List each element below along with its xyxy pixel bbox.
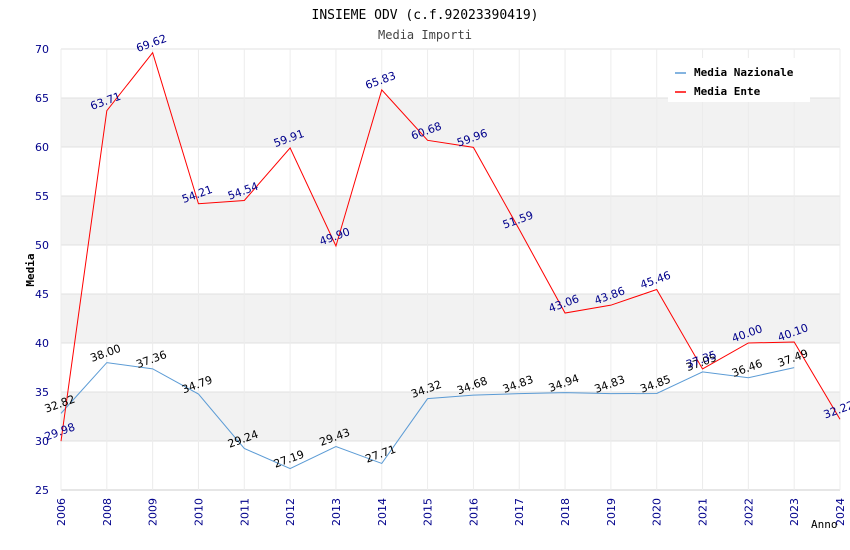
- series-line-media-ente: [60, 51, 841, 442]
- x-tick-label: 2023: [788, 498, 801, 526]
- y-tick-label: 50: [35, 239, 49, 252]
- legend: Media Nazionale Media Ente: [668, 58, 810, 102]
- x-tick-label: 2008: [101, 498, 114, 526]
- plot-band: [61, 343, 840, 392]
- x-tick-label: 2011: [238, 498, 251, 526]
- chart-title: INSIEME ODV (c.f.92023390419): [312, 8, 539, 23]
- x-tick-label: 2015: [422, 498, 435, 526]
- y-tick-label: 40: [35, 337, 49, 350]
- y-axis-ticks: 25 30 35 40 45 50 55 60 65 70: [35, 43, 49, 497]
- x-axis-label: Anno: [811, 518, 838, 531]
- x-tick-label: 2024: [834, 498, 847, 526]
- legend-label: Media Ente: [694, 85, 761, 98]
- y-tick-label: 70: [35, 43, 49, 56]
- y-tick-label: 45: [35, 288, 49, 301]
- x-tick-label: 2022: [742, 498, 755, 526]
- legend-label: Media Nazionale: [694, 66, 794, 79]
- y-axis-label: Media: [24, 253, 37, 286]
- plot-band: [61, 147, 840, 196]
- series-line-media-nazionale: [60, 362, 795, 470]
- x-tick-label: 2009: [147, 498, 160, 526]
- plot-band: [61, 98, 840, 147]
- plot-band: [61, 441, 840, 490]
- chart-subtitle: Media Importi: [378, 28, 472, 42]
- x-tick-label: 2020: [651, 498, 664, 526]
- y-tick-label: 30: [35, 435, 49, 448]
- gridlines: [60, 48, 841, 491]
- legend-box: [668, 58, 810, 102]
- x-tick-label: 2012: [284, 498, 297, 526]
- x-tick-label: 2019: [605, 498, 618, 526]
- plot-background: [61, 49, 840, 490]
- y-tick-label: 25: [35, 484, 49, 497]
- x-axis-ticks: 2006 2008 2009 2010 2011 2012 2013 2014 2015 2016…: [55, 498, 847, 526]
- x-tick-label: 2014: [376, 498, 389, 526]
- plot-band: [61, 196, 840, 245]
- y-tick-label: 65: [35, 92, 49, 105]
- y-tick-label: 35: [35, 386, 49, 399]
- plot-band: [61, 294, 840, 343]
- x-tick-label: 2010: [192, 498, 205, 526]
- series-lines: [60, 51, 841, 470]
- plot-band: [61, 392, 840, 441]
- x-tick-label: 2017: [513, 498, 526, 526]
- plot-band: [61, 245, 840, 294]
- x-tick-label: 2016: [467, 498, 480, 526]
- x-tick-label: 2018: [559, 498, 572, 526]
- x-tick-label: 2006: [55, 498, 68, 526]
- x-tick-label: 2013: [330, 498, 343, 526]
- y-tick-label: 60: [35, 141, 49, 154]
- y-tick-label: 55: [35, 190, 49, 203]
- x-tick-label: 2021: [697, 498, 710, 526]
